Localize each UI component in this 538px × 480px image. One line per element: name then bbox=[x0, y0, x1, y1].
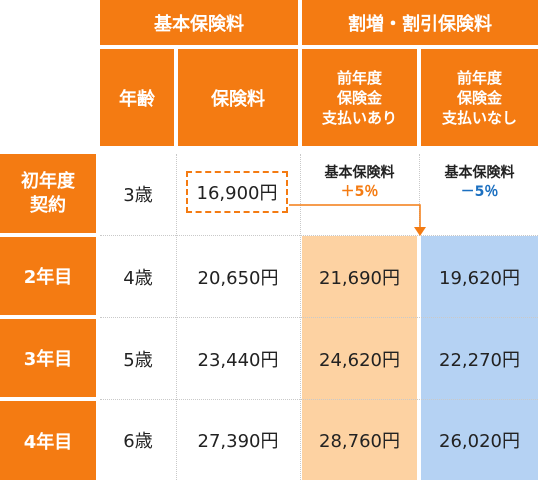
premium-first-year: 16,900円 bbox=[186, 171, 288, 213]
row-label-year-2: 2年目 bbox=[0, 237, 96, 315]
premium-year-4: 27,390円 bbox=[197, 431, 279, 452]
without-claims-year-3: 22,270円 bbox=[439, 349, 520, 371]
grid-line bbox=[419, 154, 420, 236]
grid-line bbox=[100, 317, 538, 318]
age-first-year: 3歳 bbox=[123, 185, 153, 206]
with-claims-column-bg bbox=[302, 236, 417, 480]
row-label-first-year: 初年度 契約 bbox=[0, 154, 96, 233]
with-claims-year-2: 21,690円 bbox=[319, 267, 400, 289]
header-without-claims: 前年度 保険金 支払いなし bbox=[421, 49, 538, 146]
header-surcharge-discount: 割増・割引保険料 bbox=[302, 0, 538, 45]
header-basic-premium: 基本保険料 bbox=[100, 0, 298, 45]
header-with-claims: 前年度 保険金 支払いあり bbox=[302, 49, 417, 146]
with-claims-year-3: 24,620円 bbox=[319, 349, 400, 371]
age-year-4: 6歳 bbox=[123, 431, 153, 452]
without-claims-year-2: 19,620円 bbox=[439, 267, 520, 289]
grid-line bbox=[300, 154, 301, 480]
premium-year-2: 20,650円 bbox=[197, 267, 279, 289]
grid-line bbox=[176, 154, 177, 480]
header-age: 年齢 bbox=[100, 49, 174, 146]
discount-note: 基本保険料 －5％ bbox=[444, 165, 515, 200]
age-year-2: 4歳 bbox=[123, 267, 153, 289]
header-premium: 保険料 bbox=[178, 49, 298, 146]
grid-line bbox=[100, 235, 538, 236]
premium-year-3: 23,440円 bbox=[197, 349, 279, 371]
with-claims-year-4: 28,760円 bbox=[319, 431, 400, 452]
without-claims-column-bg bbox=[421, 236, 538, 480]
without-claims-year-4: 26,020円 bbox=[439, 431, 520, 452]
row-label-year-3: 3年目 bbox=[0, 319, 96, 397]
row-label-year-4: 4年目 bbox=[0, 401, 96, 480]
grid-line bbox=[100, 399, 538, 400]
age-year-3: 5歳 bbox=[123, 349, 153, 371]
surcharge-note: 基本保険料 ＋5％ bbox=[324, 165, 395, 200]
